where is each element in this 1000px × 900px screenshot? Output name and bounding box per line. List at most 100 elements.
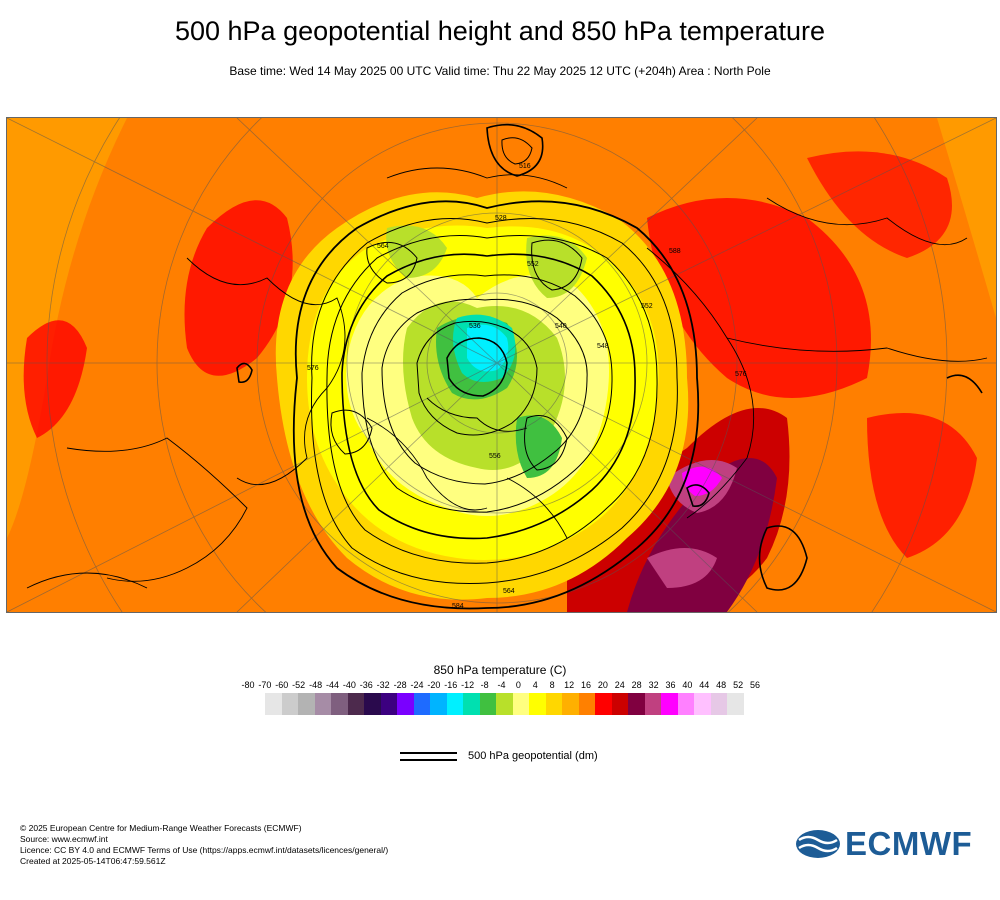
colorbar-tick-label: -12	[461, 680, 475, 690]
colorbar-tick-label: 16	[580, 680, 591, 690]
geopotential-legend-label: 500 hPa geopotential (dm)	[468, 750, 598, 762]
colorbar-swatch	[397, 693, 414, 715]
colorbar-tick-label: 28	[631, 680, 642, 690]
polar-map: 516 528 564 552 536 540 576 548 556 564 …	[6, 117, 997, 613]
hot-peak	[682, 466, 722, 496]
warm-patch	[23, 320, 88, 438]
contour-label: 516	[519, 163, 531, 170]
colorbar-tick-label: -80	[241, 680, 255, 690]
colorbar-tick-label: 12	[564, 680, 575, 690]
cold-region	[386, 225, 447, 278]
colorbar-swatch	[331, 693, 348, 715]
colorbar-tick-label: -70	[258, 680, 272, 690]
colorbar-tick-label: -36	[359, 680, 373, 690]
colorbar-swatch	[661, 693, 678, 715]
colorbar-swatch	[628, 693, 645, 715]
colorbar-tick-label: -44	[325, 680, 339, 690]
warm-patch	[647, 198, 871, 398]
colorbar-swatch	[512, 693, 529, 715]
contour-label: 552	[527, 261, 539, 268]
graticule	[7, 118, 996, 612]
warm-patch	[867, 413, 977, 558]
colorbar-swatch	[479, 693, 496, 715]
colorbar-tick-label: -52	[292, 680, 306, 690]
contour-label: 564	[503, 588, 515, 595]
temperature-legend-ticks: -80 -70 -60 -52 -48 -44 -40 -36 -32 -28 -24 -20 -16-…	[241, 680, 761, 692]
colorbar-tick-label: -24	[410, 680, 424, 690]
colorbar-tick-label: 20	[597, 680, 608, 690]
colorbar-swatch	[644, 693, 661, 715]
colorbar-swatch	[463, 693, 480, 715]
contour-label: 584	[452, 603, 464, 610]
colorbar-tick-label: 4	[532, 680, 538, 690]
contour-label: 576	[307, 365, 319, 372]
contour-label: 540	[555, 323, 567, 330]
colorbar-swatch	[578, 693, 595, 715]
colorbar-tick-label: -60	[275, 680, 289, 690]
colorbar-tick-label: 56	[749, 680, 760, 690]
colorbar-tick-label: -40	[342, 680, 356, 690]
warm-patch	[807, 151, 952, 258]
contour-label: 548	[597, 343, 609, 350]
colorbar-swatch	[364, 693, 381, 715]
colorbar-swatch	[611, 693, 628, 715]
colorbar-swatch	[727, 693, 744, 715]
coldest-core	[467, 324, 509, 372]
contour-label: 576	[735, 371, 747, 378]
colorbar-swatch	[694, 693, 711, 715]
colorbar-tick-label: 48	[716, 680, 727, 690]
source-text: Source: www.ecmwf.int	[20, 834, 108, 844]
chart-subtitle: Base time: Wed 14 May 2025 00 UTC Valid …	[229, 64, 771, 78]
geopotential-line-sample	[400, 752, 457, 754]
colorbar-tick-label: -16	[444, 680, 458, 690]
ecmwf-logo-icon	[796, 830, 840, 858]
colorbar-swatch	[562, 693, 579, 715]
colorbar-swatch	[446, 693, 463, 715]
contour-labels: 516 528 564 552 536 540 576 548 556 564 …	[307, 163, 747, 610]
colorbar-tick-label: 32	[648, 680, 659, 690]
temperature-legend-title: 850 hPa temperature (C)	[433, 663, 567, 677]
colorbar-swatch	[265, 693, 282, 715]
colorbar-swatch	[677, 693, 694, 715]
colorbar-tick-label: 24	[614, 680, 625, 690]
colorbar-swatch	[430, 693, 447, 715]
geopotential-contours	[236, 123, 983, 610]
ecmwf-logo: ECMWF	[795, 825, 985, 862]
copyright-text: © 2025 European Centre for Medium-Range …	[20, 823, 302, 833]
warm-patch	[184, 200, 293, 376]
contour-label: 528	[495, 215, 507, 222]
created-text: Created at 2025-05-14T06:47:59.561Z	[20, 856, 166, 866]
colorbar-tick-label: -32	[376, 680, 390, 690]
colorbar-swatch	[314, 693, 331, 715]
chart-title: 500 hPa geopotential height and 850 hPa …	[174, 16, 825, 46]
colorbar-swatch	[595, 693, 612, 715]
edge-band-east	[937, 118, 996, 318]
colorbar-tick-label: 52	[733, 680, 744, 690]
colorbar-tick-label: 40	[682, 680, 693, 690]
colorbar-swatch	[496, 693, 513, 715]
coastlines	[26, 167, 988, 589]
contour-label: 552	[641, 303, 653, 310]
contour-label: 588	[669, 248, 681, 255]
colorbar-swatch	[380, 693, 397, 715]
hot-core-inner	[647, 548, 717, 588]
map-canvas: 516 528 564 552 536 540 576 548 556 564 …	[7, 118, 996, 612]
colorbar-swatch	[529, 693, 546, 715]
colorbar-tick-label: 8	[549, 680, 555, 690]
colder-region	[515, 415, 562, 478]
colorbar-swatch	[298, 693, 315, 715]
colorbar-tick-label: -28	[393, 680, 407, 690]
ecmwf-logo-text: ECMWF	[845, 825, 973, 862]
temperature-colorbar	[265, 693, 744, 715]
colorbar-swatch	[413, 693, 430, 715]
contour-label: 556	[489, 453, 501, 460]
licence-text: Licence: CC BY 4.0 and ECMWF Terms of Us…	[20, 845, 389, 855]
colorbar-tick-label: 0	[515, 680, 521, 690]
credits: © 2025 European Centre for Medium-Range …	[20, 823, 388, 867]
colorbar-tick-label: -20	[427, 680, 441, 690]
colorbar-tick-label: -4	[497, 680, 506, 690]
geopotential-line-sample	[400, 759, 457, 761]
colorbar-swatch	[347, 693, 364, 715]
colorbar-swatch	[281, 693, 298, 715]
colorbar-tick-label: -48	[309, 680, 323, 690]
